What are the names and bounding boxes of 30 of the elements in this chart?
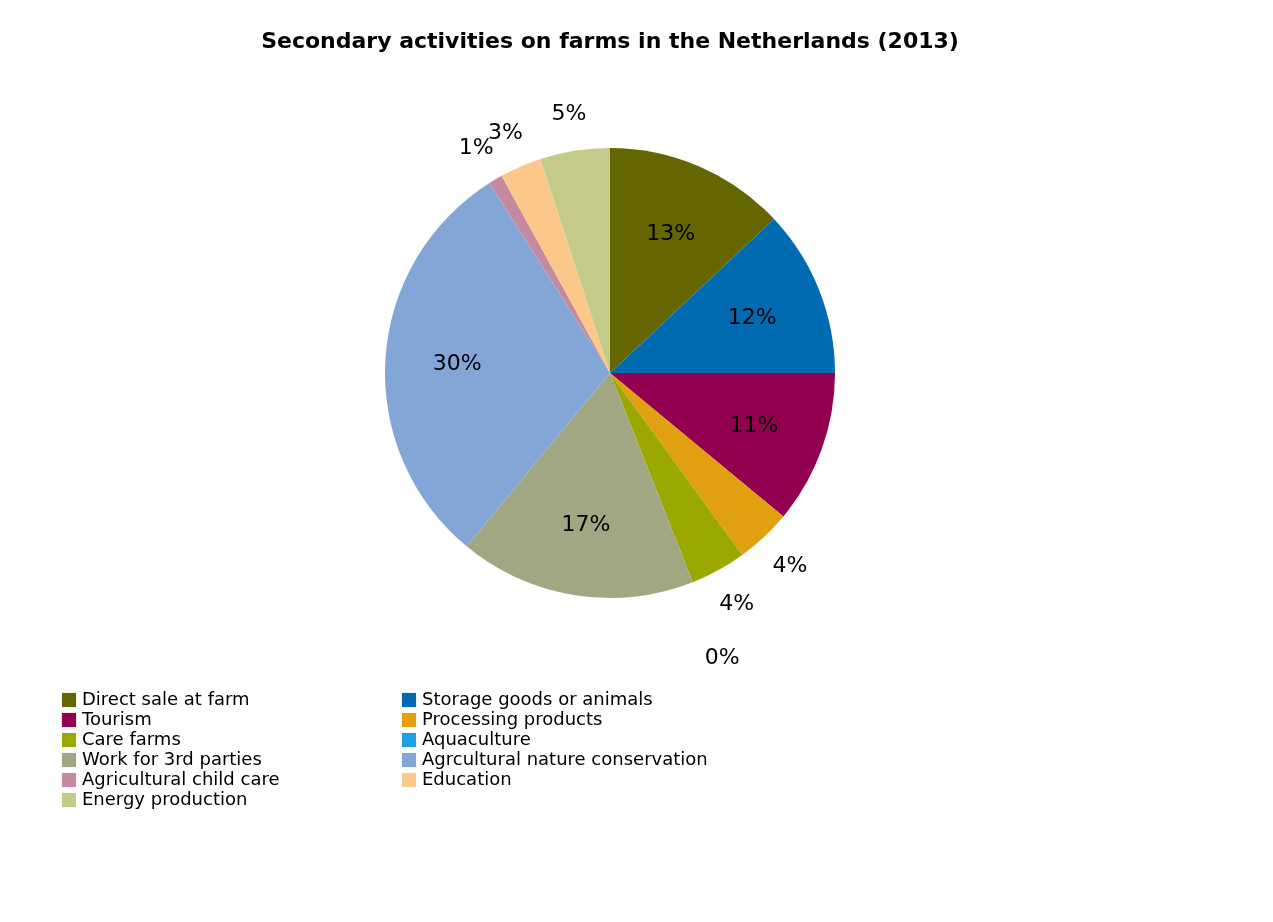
legend-label: Aquaculture bbox=[422, 728, 531, 749]
pie-slice bbox=[501, 159, 610, 373]
pie-slice bbox=[466, 373, 693, 598]
data-label: 12% bbox=[727, 303, 777, 329]
pie-slice bbox=[385, 183, 610, 547]
text: 0% bbox=[704, 643, 740, 669]
legend-label: Tourism bbox=[81, 708, 152, 729]
legend-label: Care farms bbox=[82, 728, 181, 749]
data-label: 5% bbox=[551, 100, 587, 126]
legend-label: Direct sale at farm bbox=[82, 688, 250, 709]
pie-slice bbox=[610, 373, 835, 517]
pie-slice bbox=[489, 175, 610, 373]
data-label: 11% bbox=[729, 411, 779, 437]
data-label: 4% bbox=[772, 551, 808, 577]
data-label: 17% bbox=[561, 511, 611, 537]
data-label: 4% bbox=[719, 590, 755, 616]
legend-label: Processing products bbox=[422, 708, 603, 729]
legend-label: Storage goods or animals bbox=[422, 688, 653, 709]
legend-label: Energy production bbox=[82, 788, 248, 809]
pie-slice bbox=[540, 148, 610, 373]
legend-label: Agricultural child care bbox=[82, 768, 280, 789]
legend-label: Education bbox=[422, 768, 512, 789]
legend-label: Agrcultural nature conservation bbox=[422, 748, 708, 769]
chart-title: Secondary activities on farms in the Netherlands (2013) bbox=[261, 28, 959, 53]
pie-slice bbox=[610, 373, 784, 556]
pie-slice bbox=[610, 148, 775, 373]
data-label: 13% bbox=[646, 219, 696, 245]
legend-label: Work for 3rd parties bbox=[82, 748, 262, 769]
pie-slice bbox=[610, 218, 835, 373]
data-label: 30% bbox=[432, 350, 482, 376]
